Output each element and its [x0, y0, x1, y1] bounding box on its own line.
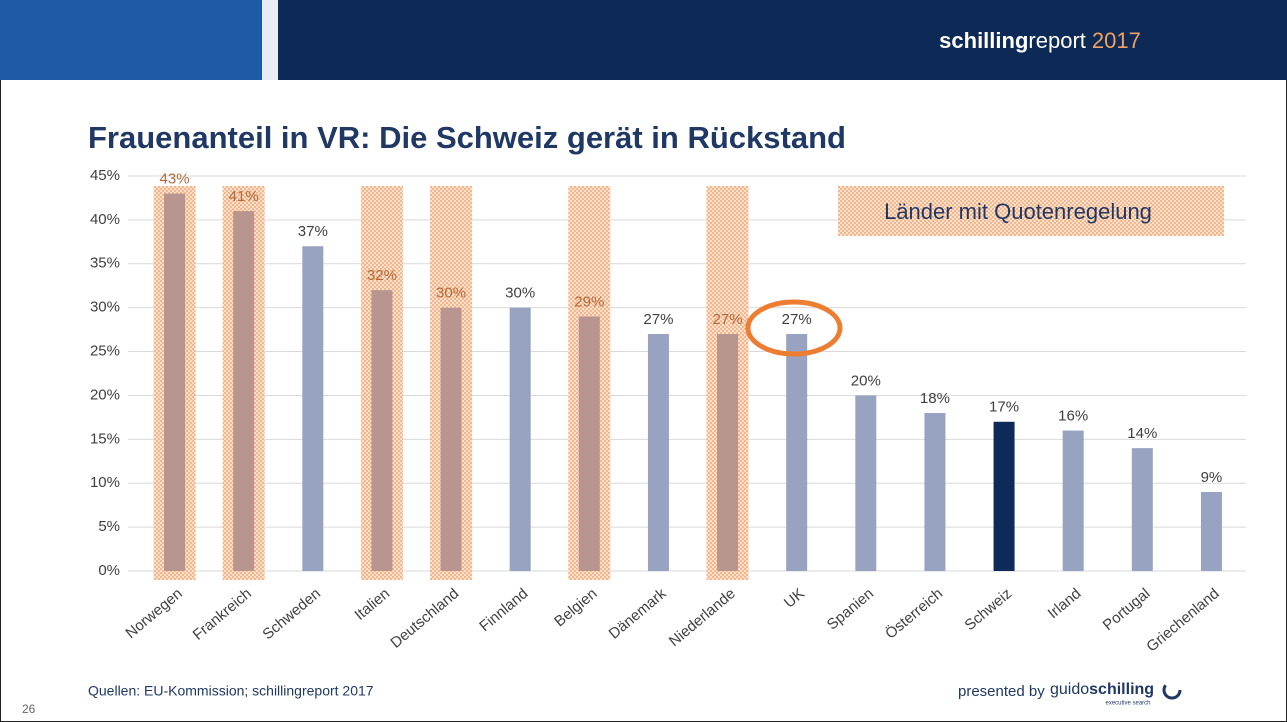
header-gap	[262, 0, 278, 80]
value-label: 29%	[574, 293, 604, 310]
value-label: 17%	[989, 399, 1019, 416]
y-tick-label: 25%	[90, 343, 120, 360]
value-label: 32%	[367, 267, 397, 284]
bar	[1062, 430, 1084, 571]
bar	[371, 290, 393, 571]
bar	[302, 246, 324, 571]
value-label: 37%	[298, 223, 328, 240]
highlight-circle	[745, 299, 843, 357]
bar	[1131, 448, 1153, 571]
value-label: 30%	[436, 285, 466, 302]
value-label: 27%	[782, 311, 812, 328]
value-label: 27%	[713, 311, 743, 328]
y-tick-label: 45%	[90, 167, 120, 184]
legend-box	[838, 186, 1224, 236]
bar	[1200, 492, 1222, 571]
chart-title: Frauenanteil in VR: Die Schweiz gerät in…	[88, 120, 846, 155]
y-tick-label: 5%	[98, 518, 120, 535]
value-label: 16%	[1058, 408, 1088, 425]
y-tick-label: 0%	[98, 562, 120, 579]
logo: guidoschilling	[1050, 681, 1154, 698]
brand-year: 2017	[1092, 28, 1141, 53]
logo-sub: executive search	[1105, 701, 1150, 707]
legend-label: Länder mit Quotenregelung	[884, 199, 1152, 224]
bar	[786, 334, 808, 571]
value-label: 18%	[920, 390, 950, 407]
source: Quellen: EU-Kommission; schillingreport …	[88, 683, 374, 699]
bar	[855, 395, 877, 571]
value-label: 14%	[1127, 425, 1157, 442]
y-tick-label: 15%	[90, 430, 120, 447]
page-number: 26	[22, 702, 36, 716]
bar	[509, 307, 531, 571]
bar	[440, 307, 462, 571]
logo-bold: schilling	[1089, 681, 1154, 698]
brand: schillingreport 2017	[939, 28, 1141, 53]
value-label: 9%	[1201, 469, 1223, 486]
y-tick-label: 20%	[90, 386, 120, 403]
bar	[993, 421, 1015, 571]
bar	[924, 413, 946, 571]
bar	[578, 316, 600, 571]
logo-light: guido	[1050, 681, 1089, 698]
brand-bold: schilling	[939, 28, 1028, 53]
value-label: 27%	[643, 311, 673, 328]
y-tick-label: 40%	[90, 211, 120, 228]
value-label: 43%	[160, 171, 190, 188]
brand-light: report	[1028, 28, 1085, 53]
logo-icon	[1162, 680, 1182, 700]
y-tick-label: 30%	[90, 299, 120, 316]
bar	[233, 211, 255, 571]
y-tick-label: 10%	[90, 474, 120, 491]
value-label: 41%	[229, 188, 259, 205]
bar	[647, 334, 669, 571]
header-block	[0, 0, 262, 80]
y-tick-label: 35%	[90, 255, 120, 272]
bar	[164, 193, 186, 572]
presented-by: presented by	[958, 683, 1045, 700]
value-label: 30%	[505, 285, 535, 302]
value-label: 20%	[851, 372, 881, 389]
bar	[717, 334, 739, 571]
